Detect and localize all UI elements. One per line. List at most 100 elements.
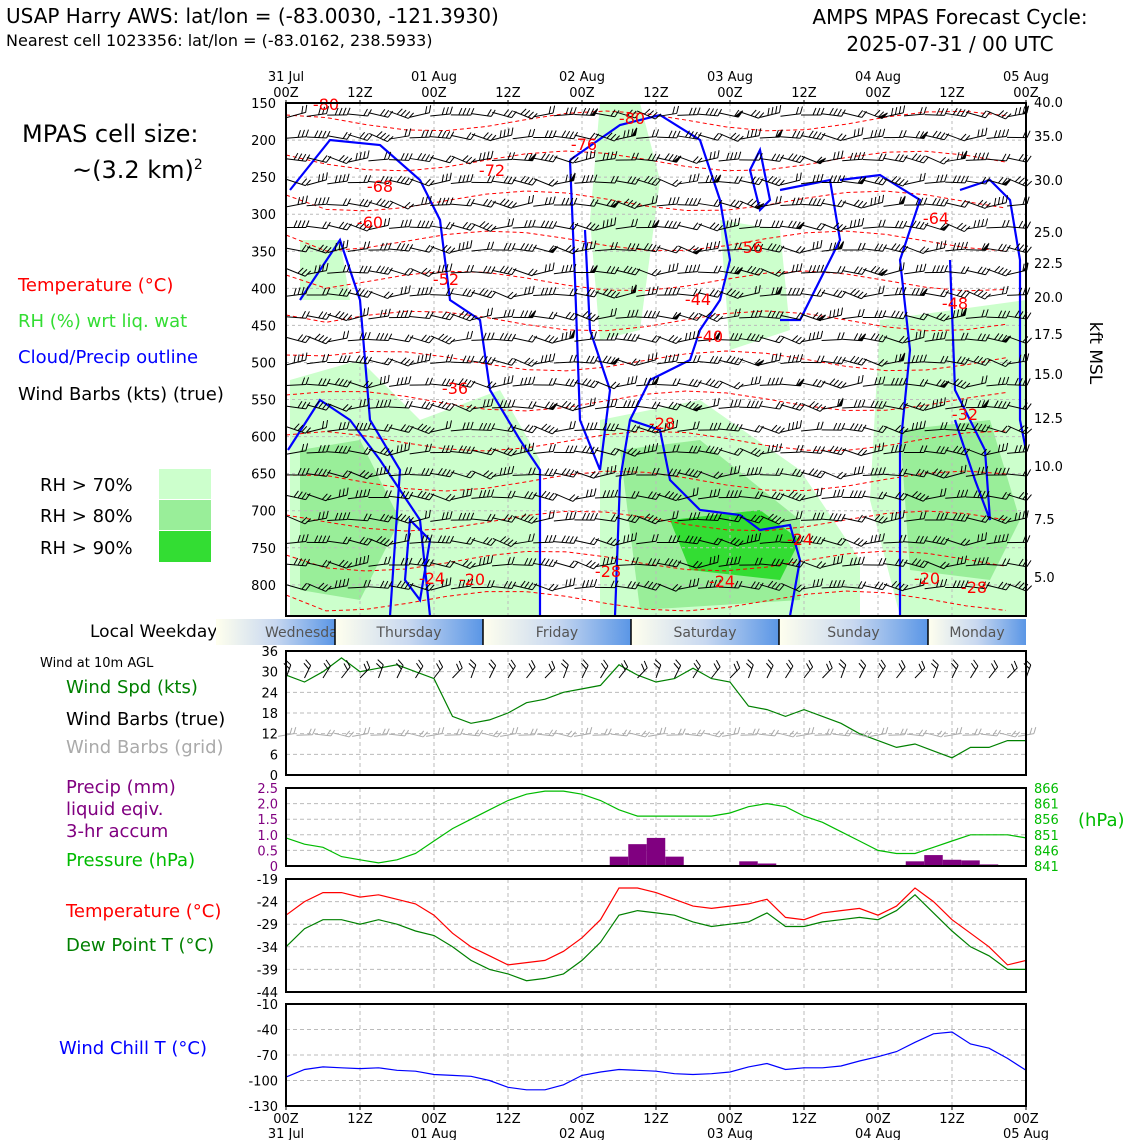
- wind-barb-feather: [610, 151, 614, 160]
- wind-barb-feather: [565, 468, 571, 476]
- wind-barb-glyph: [430, 130, 455, 139]
- bottom-time-tick: 12Z: [347, 1112, 373, 1127]
- wind-barb-feather: [664, 287, 669, 296]
- wind-barb-feather: [342, 445, 348, 454]
- weekday-name: Saturday: [673, 625, 736, 641]
- wind-barb-feather: [458, 445, 463, 453]
- wind-barb-glyph: [327, 487, 349, 501]
- wind-barb-feather: [544, 491, 551, 499]
- wind-barb-shaft: [327, 337, 348, 343]
- wind-barb-shaft: [636, 495, 657, 500]
- wind-barb-shaft: [410, 178, 430, 187]
- wind-barb-glyph: [677, 130, 702, 140]
- wind-barb-feather: [692, 421, 696, 430]
- wind-barb-feather: [338, 559, 345, 566]
- wind-barb-feather: [314, 467, 319, 475]
- wind-barb-feather: [738, 490, 742, 498]
- wind-barb-shaft: [471, 539, 492, 546]
- wind-barb-shaft: [780, 270, 801, 275]
- wind-barb-glyph: [780, 130, 805, 139]
- wind-barb-shaft: [615, 382, 636, 388]
- wind-barb-feather: [478, 490, 483, 498]
- wind-barb-feather: [396, 175, 402, 183]
- wind-barb-feather: [634, 127, 638, 136]
- wind-barb-glyph: [409, 443, 432, 455]
- wind-barb-feather: [363, 579, 367, 588]
- wind-barb-shaft: [430, 335, 450, 345]
- wind-barb-feather: [301, 443, 305, 452]
- wind-barb-feather: [771, 177, 778, 184]
- wind-barb-feather: [1026, 221, 1032, 229]
- wind-barb-feather: [606, 219, 609, 228]
- wind-barb-feather: [387, 201, 394, 209]
- wind-barb-feather: [589, 537, 596, 545]
- wind-barb-feather: [692, 403, 699, 410]
- wind-barb-feather: [593, 149, 596, 158]
- wind-barb-feather: [734, 399, 738, 408]
- wind-barb-glyph: [718, 199, 744, 209]
- wind-barb-feather: [322, 535, 327, 543]
- forecast-cycle-date: 2025-07-31 / 00 UTC: [846, 32, 1054, 56]
- wind-barb-shaft: [471, 271, 492, 274]
- wind-barb-feather: [342, 536, 348, 544]
- wind-barb-feather: [425, 492, 431, 500]
- wind-barb-glyph: [739, 265, 765, 276]
- wind-barb-feather: [400, 152, 405, 161]
- wind-barb-feather: [466, 379, 472, 387]
- wind-barb-feather: [482, 489, 487, 498]
- wind-barb-shaft: [471, 133, 492, 142]
- wind-barb-shaft: [286, 359, 306, 366]
- wind-barb-glyph: [409, 195, 432, 208]
- wind-barb-feather: [528, 177, 534, 185]
- wind-barb-glyph: [615, 152, 639, 161]
- pressure-level-tick: 750: [251, 542, 276, 557]
- wind-barb-glyph: [306, 400, 332, 411]
- wind-barb-feather: [301, 425, 308, 433]
- wind-barb-feather: [367, 265, 372, 274]
- wind-barb-pennant: [754, 359, 765, 366]
- wind-barb-shaft: [327, 246, 347, 254]
- wind-barb-feather: [359, 355, 365, 363]
- wind-barb-shaft: [780, 360, 801, 365]
- wind-barb-feather: [421, 130, 425, 138]
- wind-barb-glyph: [636, 443, 659, 455]
- wind-barb-feather: [400, 287, 403, 295]
- wind-barb-feather: [606, 466, 609, 475]
- wind-barb-feather: [569, 536, 574, 544]
- wind-barb-shaft: [615, 338, 636, 342]
- wind-barb-feather: [486, 175, 491, 183]
- wind-barb-shaft: [595, 538, 615, 547]
- wind-barb-feather: [582, 311, 589, 318]
- wind-barb-feather: [408, 376, 412, 384]
- wind-barb-feather: [754, 449, 761, 456]
- wind-barb-glyph: [615, 514, 641, 524]
- precip-bar: [628, 844, 647, 866]
- wind-barb-feather: [709, 422, 714, 431]
- wind-barb-glyph: [615, 532, 638, 546]
- wind-barb-feather: [301, 353, 304, 362]
- wind-barb-feather: [581, 242, 585, 251]
- wind-barb-feather: [524, 491, 530, 499]
- wind-barb-shaft: [594, 181, 616, 184]
- wind-barb-feather: [366, 307, 370, 315]
- wind-barb-shaft: [553, 541, 574, 544]
- wind-barb-shaft: [698, 223, 718, 232]
- wind-barb-feather: [462, 579, 466, 588]
- wind-barb-feather: [437, 400, 444, 408]
- wind-barb-feather: [754, 533, 758, 542]
- wind-barb-shaft: [368, 381, 389, 389]
- wind-barb-feather: [482, 198, 489, 206]
- wind-barb-glyph: [285, 129, 309, 139]
- wind-barb-feather: [610, 423, 615, 431]
- wind-barb-feather: [696, 198, 702, 206]
- wind-barb-feather: [589, 488, 593, 497]
- wind-barb-shaft: [574, 495, 595, 500]
- wind-barb-feather: [544, 425, 551, 432]
- wind-barb-glyph: [306, 244, 332, 254]
- wind-barb-feather: [325, 172, 328, 180]
- wind-barb-glyph: [697, 512, 722, 522]
- wind-barb-shaft: [285, 563, 307, 567]
- wind-barb-feather: [293, 355, 296, 364]
- wind-barb-glyph: [471, 422, 496, 431]
- wind-barb-shaft: [698, 450, 718, 455]
